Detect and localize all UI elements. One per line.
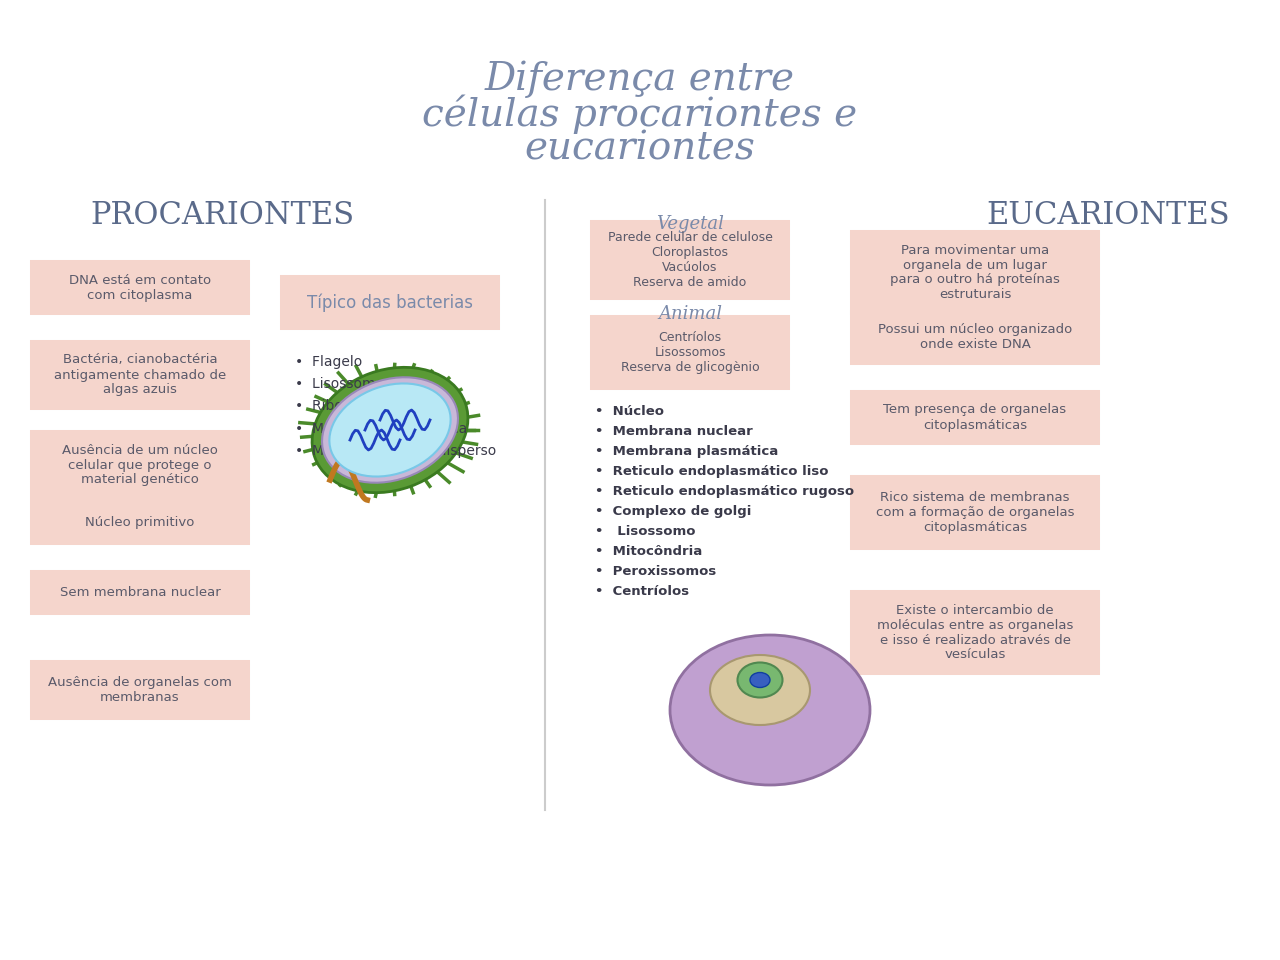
Ellipse shape <box>669 635 870 785</box>
Text: •  Reticulo endoplasmático liso: • Reticulo endoplasmático liso <box>595 465 828 478</box>
Text: •  Núcleo: • Núcleo <box>595 405 664 418</box>
Text: Para movimentar uma
organela de um lugar
para o outro há proteínas
estruturais: Para movimentar uma organela de um lugar… <box>890 244 1060 301</box>
Text: •  Ribossomos: • Ribossomos <box>294 399 394 413</box>
Text: Ausência de um núcleo
celular que protege o
material genético: Ausência de um núcleo celular que proteg… <box>61 444 218 487</box>
Text: Ausência de organelas com
membranas: Ausência de organelas com membranas <box>49 676 232 704</box>
FancyBboxPatch shape <box>29 340 250 410</box>
Text: Existe o intercambio de
moléculas entre as organelas
e isso é realizado através : Existe o intercambio de moléculas entre … <box>877 604 1073 661</box>
Text: Típico das bacterias: Típico das bacterias <box>307 293 474 312</box>
Text: DNA está em contato
com citoplasma: DNA está em contato com citoplasma <box>69 274 211 301</box>
FancyBboxPatch shape <box>850 310 1100 365</box>
Text: Parede celular de celulose
Cloroplastos
Vacúolos
Reserva de amido: Parede celular de celulose Cloroplastos … <box>608 231 772 289</box>
FancyBboxPatch shape <box>590 315 790 390</box>
FancyBboxPatch shape <box>29 260 250 315</box>
FancyBboxPatch shape <box>29 430 250 500</box>
FancyBboxPatch shape <box>850 390 1100 445</box>
FancyBboxPatch shape <box>280 275 500 330</box>
FancyBboxPatch shape <box>850 475 1100 550</box>
Text: •  Membrana nuclear: • Membrana nuclear <box>595 425 753 438</box>
Text: Possui um núcleo organizado
onde existe DNA: Possui um núcleo organizado onde existe … <box>878 324 1073 351</box>
FancyBboxPatch shape <box>850 230 1100 315</box>
Text: •  Reticulo endoplasmático rugoso: • Reticulo endoplasmático rugoso <box>595 485 854 498</box>
Ellipse shape <box>312 368 468 492</box>
Text: •  Centríolos: • Centríolos <box>595 585 689 598</box>
Text: •  Mitocôndria: • Mitocôndria <box>595 545 703 558</box>
Text: •  Membrana plasmática: • Membrana plasmática <box>294 421 467 436</box>
Text: Vegetal: Vegetal <box>657 215 724 233</box>
Text: eucariontes: eucariontes <box>525 130 755 167</box>
Text: Núcleo primitivo: Núcleo primitivo <box>86 516 195 529</box>
Text: •  Lisossomo: • Lisossomo <box>294 377 384 391</box>
Text: •  Complexo de golgi: • Complexo de golgi <box>595 505 751 518</box>
Ellipse shape <box>323 377 458 483</box>
Text: •  Flagelo: • Flagelo <box>294 355 362 369</box>
Text: Animal: Animal <box>658 305 722 323</box>
Text: Rico sistema de membranas
com a formação de organelas
citoplasmáticas: Rico sistema de membranas com a formação… <box>876 491 1074 534</box>
FancyBboxPatch shape <box>590 220 790 300</box>
FancyBboxPatch shape <box>850 590 1100 675</box>
Text: •  Membrana plasmática: • Membrana plasmática <box>595 445 778 458</box>
Text: Bactéria, cianobactéria
antigamente chamado de
algas azuis: Bactéria, cianobactéria antigamente cham… <box>54 353 227 396</box>
Text: células procariontes e: células procariontes e <box>422 95 858 134</box>
Ellipse shape <box>329 383 451 476</box>
FancyBboxPatch shape <box>29 570 250 615</box>
Text: Diferença entre: Diferença entre <box>485 60 795 98</box>
Text: Tem presença de organelas
citoplasmáticas: Tem presença de organelas citoplasmática… <box>883 403 1066 431</box>
Text: Centríolos
Lisossomos
Reserva de glicogènio: Centríolos Lisossomos Reserva de glicogè… <box>621 331 759 374</box>
Ellipse shape <box>750 673 771 687</box>
Ellipse shape <box>710 655 810 725</box>
Text: •  Peroxissomos: • Peroxissomos <box>595 565 717 578</box>
Text: PROCARIONTES: PROCARIONTES <box>90 200 355 231</box>
Text: •   Lisossomo: • Lisossomo <box>595 525 695 538</box>
Ellipse shape <box>737 662 782 698</box>
Text: EUCARIONTES: EUCARIONTES <box>987 200 1230 231</box>
Text: Sem membrana nuclear: Sem membrana nuclear <box>60 586 220 599</box>
FancyBboxPatch shape <box>29 660 250 720</box>
Text: •  Material genético disperso: • Material genético disperso <box>294 443 497 458</box>
FancyBboxPatch shape <box>29 500 250 545</box>
